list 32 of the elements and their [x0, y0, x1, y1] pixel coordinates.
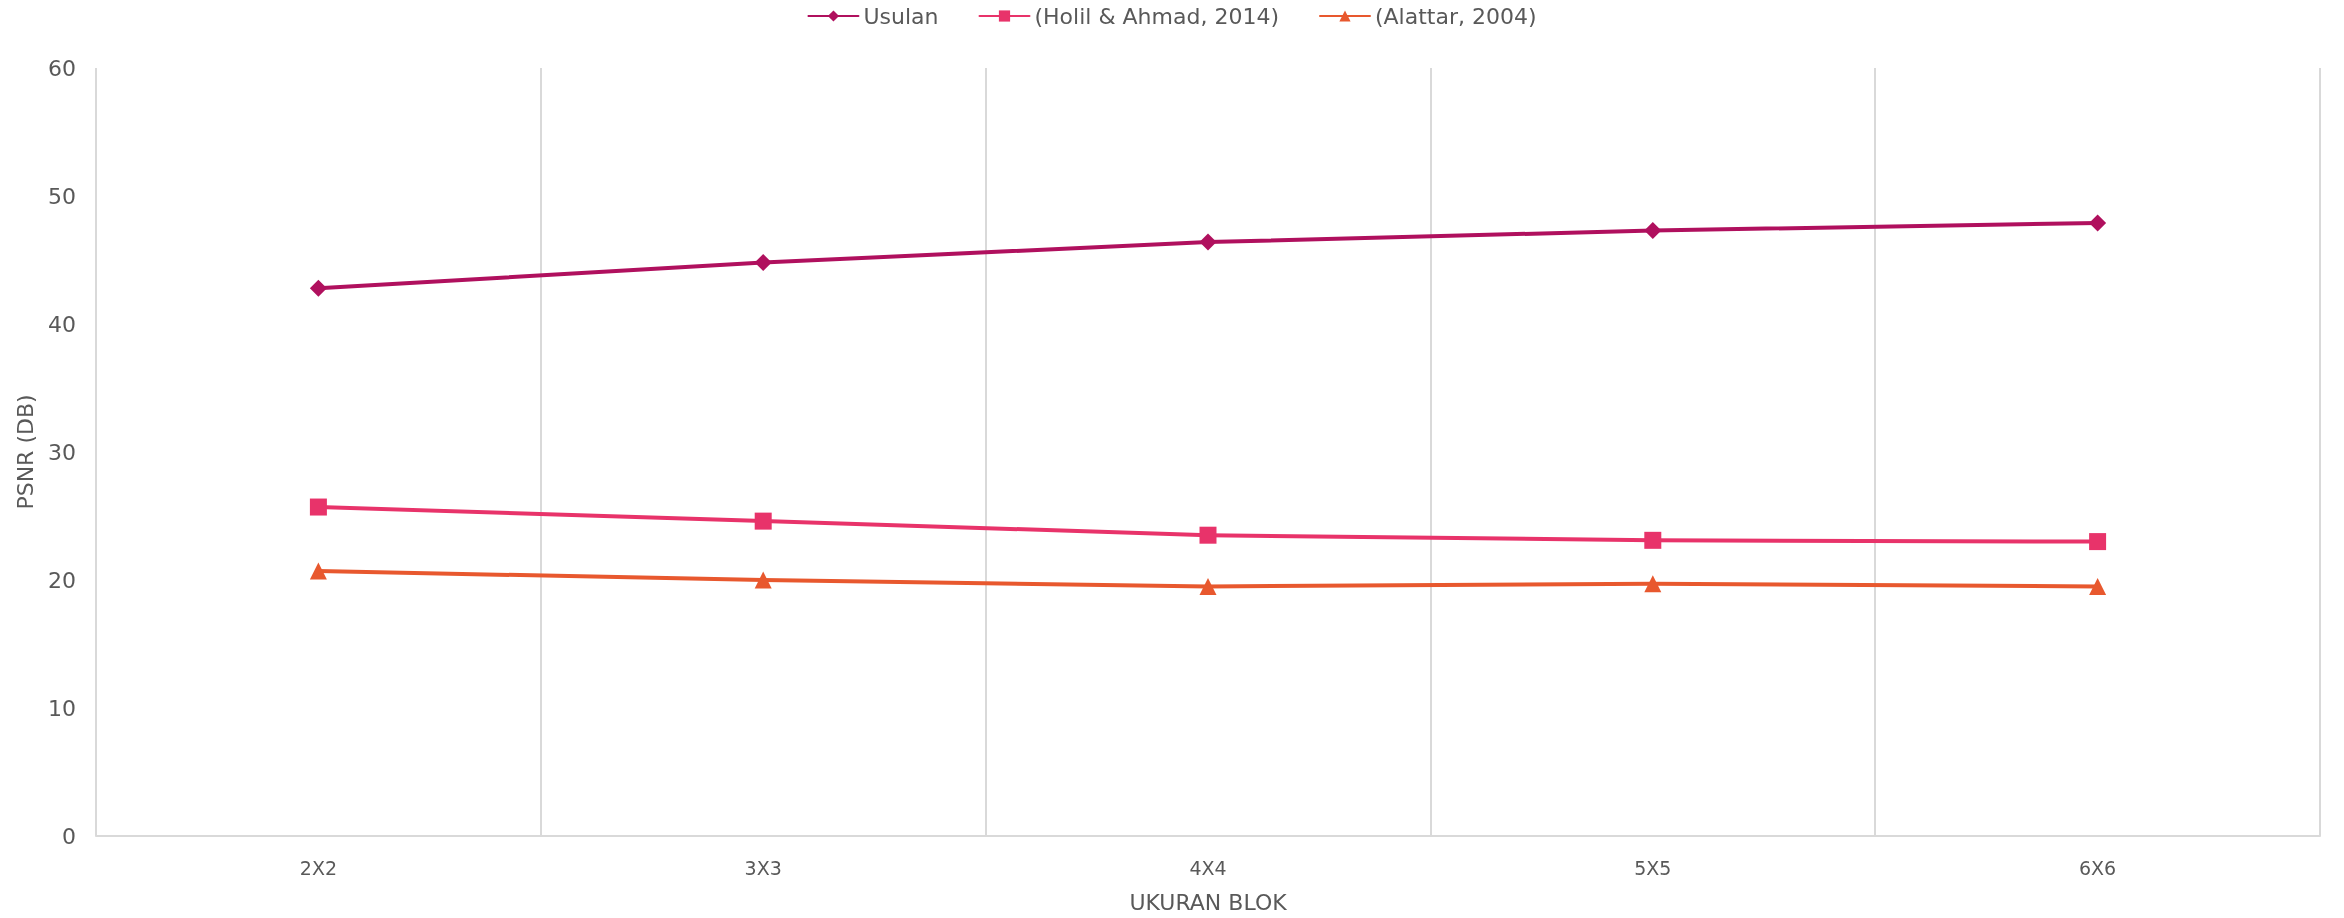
y-tick-label: 20	[48, 567, 76, 593]
x-axis-title: UKURAN BLOK	[1129, 889, 1288, 915]
y-tick-label: 50	[48, 183, 76, 209]
point	[1199, 233, 1217, 251]
point	[1644, 222, 1662, 240]
point	[1644, 575, 1662, 593]
y-tick-label: 30	[48, 439, 76, 465]
x-tick-label: 6X6	[2079, 856, 2117, 879]
x-tick-label: 5X5	[1634, 856, 1672, 879]
y-tick-label: 40	[48, 311, 76, 337]
point	[309, 562, 327, 580]
y-axis-title: PSNR (DB)	[12, 394, 38, 510]
point	[1199, 526, 1217, 544]
legend-label: (Holil & Ahmad, 2014)	[1034, 3, 1279, 29]
point	[309, 279, 327, 297]
y-tick-label: 10	[48, 695, 76, 721]
legend-label: (Alattar, 2004)	[1374, 3, 1537, 29]
point	[1199, 577, 1217, 595]
y-tick-label: 60	[48, 55, 76, 81]
point	[2089, 533, 2107, 551]
x-tick-label: 3X3	[744, 856, 782, 879]
legend-label: Usulan	[863, 3, 939, 29]
point	[2089, 214, 2107, 232]
point	[309, 498, 327, 516]
point	[2089, 577, 2107, 595]
point	[754, 512, 772, 530]
point	[1644, 531, 1662, 549]
point	[754, 571, 772, 589]
y-tick-label: 0	[62, 823, 76, 849]
x-tick-label: 4X4	[1189, 856, 1227, 879]
point	[754, 254, 772, 272]
x-tick-label: 2X2	[299, 856, 337, 879]
